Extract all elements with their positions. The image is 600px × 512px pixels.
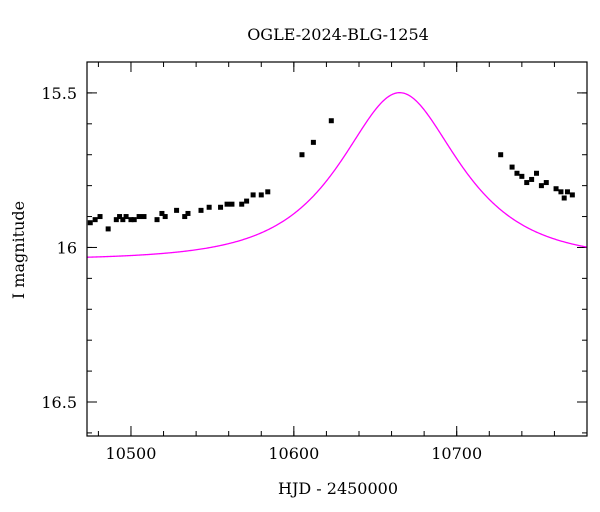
data-point [159,210,165,216]
chart-title: OGLE-2024-BLG-1254 [247,25,429,44]
data-point [113,217,119,223]
data-point [141,214,147,220]
data-point [265,189,271,195]
x-tick-label: 10700 [431,444,482,463]
data-point [182,214,188,220]
y-tick-label: 15.5 [41,84,77,103]
x-tick-label: 10600 [268,444,319,463]
data-point [174,207,180,213]
y-axis-label: I magnitude [9,201,28,299]
data-point [198,207,204,213]
data-point [328,118,334,124]
data-point [258,192,264,198]
data-point [553,186,559,192]
data-point [206,204,212,210]
axis-ticks [87,61,588,436]
data-point [185,210,191,216]
data-point [564,189,570,195]
data-point [131,217,137,223]
data-point [218,204,224,210]
data-point [519,173,525,179]
data-point [105,226,111,232]
data-point [558,189,564,195]
data-point [299,152,305,158]
data-point [534,170,540,176]
data-point [509,164,515,170]
data-point [543,180,549,186]
y-tick-label: 16 [57,238,77,257]
data-point [239,201,245,207]
data-point [136,214,142,220]
data-points [87,118,575,232]
data-point [87,220,93,226]
data-point [250,192,256,198]
data-point [229,201,235,207]
data-point [92,217,98,223]
data-point [524,180,530,186]
data-point [244,198,250,204]
data-point [529,176,535,182]
data-point [538,183,544,189]
data-point [514,170,520,176]
data-point [224,201,230,207]
data-point [97,214,103,220]
data-point [117,214,123,220]
data-point [569,192,575,198]
data-point [120,217,126,223]
data-point [123,214,129,220]
data-point [154,217,160,223]
tick-labels: 10500 10600 10700 15.5 16 16.5 [41,84,482,463]
data-point [561,195,567,201]
data-point [162,214,168,220]
x-tick-label: 10500 [106,444,157,463]
data-point [310,139,316,145]
x-axis-label: HJD - 2450000 [278,479,398,498]
y-tick-label: 16.5 [41,393,77,412]
model-curve [86,92,588,258]
data-point [498,152,504,158]
data-point [128,217,134,223]
plot-frame [86,61,588,437]
